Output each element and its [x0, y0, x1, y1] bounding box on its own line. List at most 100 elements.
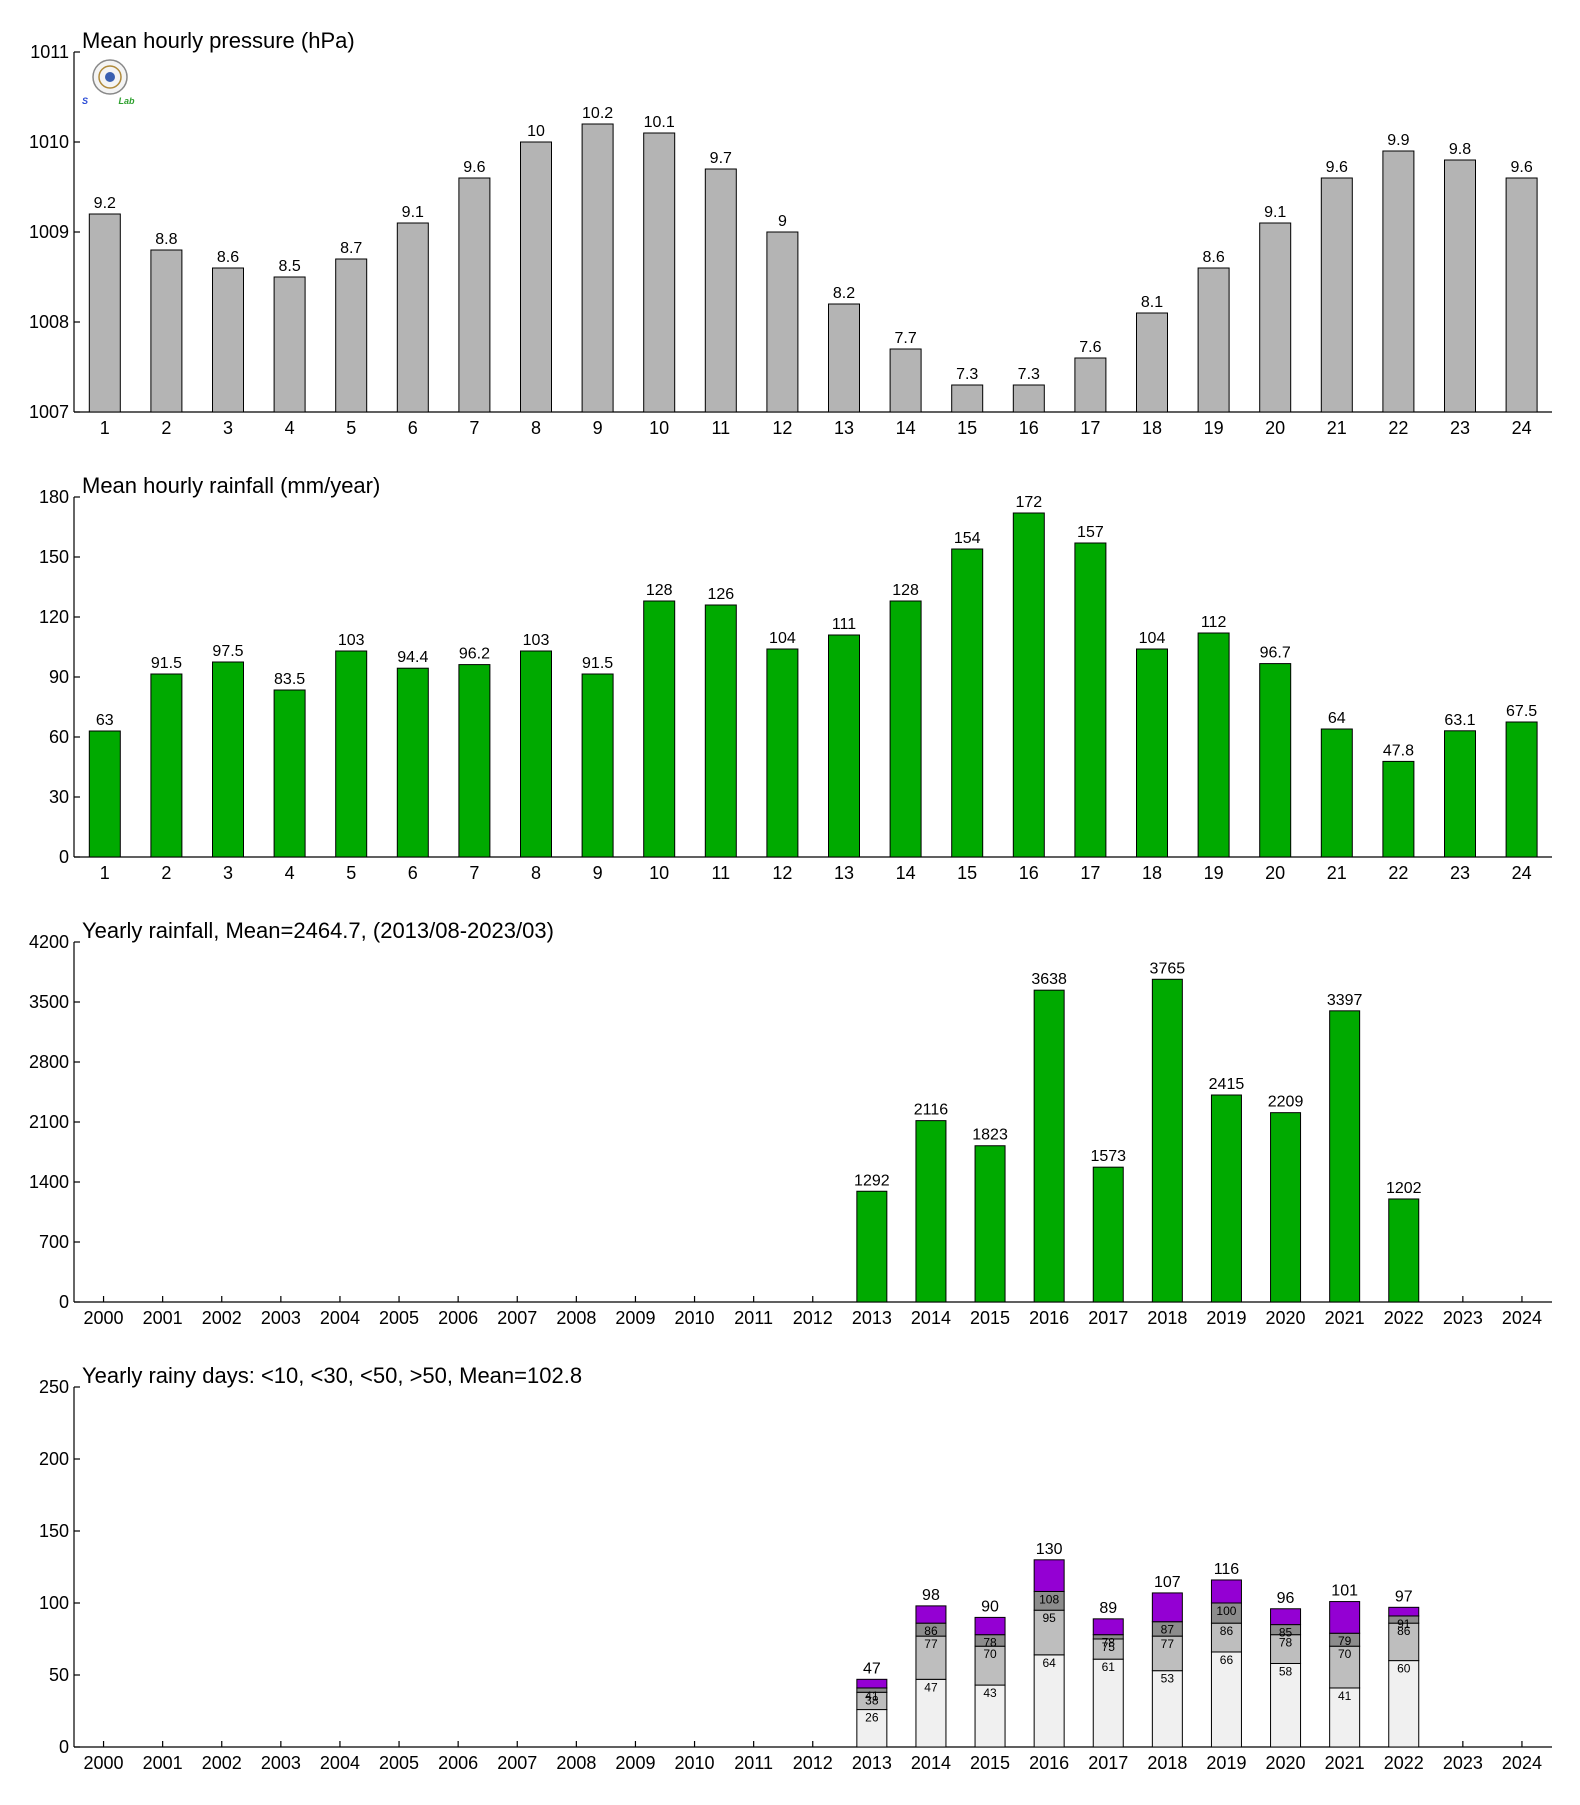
pressure-x-tick-label: 16 — [1019, 418, 1039, 438]
hourly_rain-y-tick-label: 60 — [49, 727, 69, 747]
yearly_rain-x-tick-label: 2018 — [1147, 1308, 1187, 1328]
yearly_rain-bar — [1270, 1112, 1302, 1303]
rainy_days-segment-lt10 — [974, 1684, 1006, 1748]
hourly_rain-data-label: 63 — [96, 712, 114, 729]
rainy_days-segment-label-lt10: 64 — [1042, 1656, 1056, 1670]
pressure-bar — [1382, 150, 1415, 413]
rainy_days-x-tick-label: 2022 — [1384, 1753, 1424, 1773]
hourly_rain-bar — [951, 548, 984, 858]
rainy_days-total-label: 96 — [1277, 1590, 1295, 1607]
rainy_days-segment-label-lt50: 86 — [924, 1624, 938, 1638]
rainy_days-segment-total — [856, 1678, 888, 1689]
rainy_days-segment-total — [1151, 1592, 1183, 1623]
pressure-bar — [951, 384, 984, 413]
hourly_rain-x-tick-label: 7 — [469, 863, 479, 883]
hourly_rain-x-tick-label: 10 — [649, 863, 669, 883]
pressure-x-tick-label: 19 — [1204, 418, 1224, 438]
pressure-data-label: 9.6 — [1326, 159, 1348, 176]
pressure-data-label: 10.2 — [582, 105, 613, 122]
rainy_days-total-label: 98 — [922, 1587, 940, 1604]
hourly_rain-data-label: 96.2 — [459, 646, 490, 663]
rainy_days-segment-lt30 — [1270, 1634, 1302, 1664]
yearly_rain-x-tick-label: 2014 — [911, 1308, 951, 1328]
hourly_rain-data-label: 91.5 — [151, 655, 182, 672]
rainy_days-x-tick-label: 2020 — [1266, 1753, 1306, 1773]
rainy_days-segment-label-lt50: 91 — [1397, 1617, 1411, 1631]
rainy_days-x-tick-label: 2016 — [1029, 1753, 1069, 1773]
pressure-y-tick-label: 1009 — [29, 222, 69, 242]
hourly_rain-bar — [1320, 728, 1353, 858]
rainy_days-segment-lt30 — [1210, 1622, 1242, 1653]
yearly_rain-x-tick-label: 2023 — [1443, 1308, 1483, 1328]
pressure-x-tick-label: 3 — [223, 418, 233, 438]
rainy_days-segment-label-lt10: 61 — [1102, 1660, 1116, 1674]
hourly_rain-x-tick-label: 1 — [100, 863, 110, 883]
pressure-x-tick-label: 4 — [285, 418, 295, 438]
yearly_rain-data-label: 3765 — [1150, 960, 1186, 977]
rainy_days-x-tick-label: 2001 — [143, 1753, 183, 1773]
hourly_rain-x-tick-label: 2 — [161, 863, 171, 883]
hourly_rain-data-label: 94.4 — [397, 649, 428, 666]
pressure-y-tick-label: 1008 — [29, 312, 69, 332]
rainy_days-y-tick-label: 50 — [49, 1665, 69, 1685]
rainy_days-segment-lt10 — [1388, 1660, 1420, 1748]
hourly_rain-data-label: 128 — [892, 582, 919, 599]
rainy_days-x-tick-label: 2004 — [320, 1753, 360, 1773]
rainy_days-segment-label-lt10: 58 — [1279, 1664, 1293, 1678]
rainy_days-segment-label-lt30: 86 — [1397, 1624, 1411, 1638]
hourly_rain-bar — [273, 689, 306, 858]
hourly_rain-data-label: 47.8 — [1383, 742, 1414, 759]
hourly_rain-x-tick-label: 19 — [1204, 863, 1224, 883]
pressure-x-tick-label: 10 — [649, 418, 669, 438]
yearly_rain-title: Yearly rainfall, Mean=2464.7, (2013/08-2… — [82, 918, 554, 943]
hourly_rain-bar — [458, 664, 491, 858]
pressure-data-label: 9.8 — [1449, 141, 1471, 158]
rainy_days-x-tick-label: 2012 — [793, 1753, 833, 1773]
pressure-x-tick-label: 9 — [593, 418, 603, 438]
pressure-data-label: 9.1 — [1264, 204, 1286, 221]
yearly_rain-x-tick-label: 2021 — [1325, 1308, 1365, 1328]
rainy_days-y-tick-label: 0 — [59, 1737, 69, 1757]
rainy_days-segment-lt30 — [1329, 1645, 1361, 1689]
pressure-bar — [273, 276, 306, 413]
hourly_rain-bar — [1444, 730, 1476, 858]
rainy_days-segment-total — [915, 1605, 947, 1624]
pressure-data-label: 9.1 — [402, 204, 424, 221]
svg-text:S Lab: S Lab — [82, 96, 135, 106]
yearly_rain-bar — [1388, 1198, 1420, 1303]
yearly_rain-y-tick-label: 1400 — [29, 1172, 69, 1192]
hourly_rain-data-label: 67.5 — [1506, 703, 1537, 720]
hourly_rain-y-tick-label: 120 — [39, 607, 69, 627]
hourly_rain-x-tick-label: 6 — [408, 863, 418, 883]
rainy_days-total-label: 90 — [981, 1598, 999, 1615]
hourly_rain-data-label: 96.7 — [1260, 645, 1291, 662]
yearly_rain-bar — [1092, 1166, 1124, 1303]
rainy_days-segment-lt10 — [856, 1709, 888, 1748]
pressure-x-tick-label: 15 — [957, 418, 977, 438]
pressure-bar — [458, 177, 491, 413]
hourly_rain-bar — [581, 673, 614, 858]
pressure-x-tick-label: 1 — [100, 418, 110, 438]
hourly_rain-data-label: 104 — [1139, 630, 1166, 647]
rainy_days-segment-total — [974, 1616, 1006, 1636]
pressure-bar — [889, 348, 922, 413]
pressure-data-label: 9.2 — [94, 195, 116, 212]
hourly_rain-data-label: 91.5 — [582, 655, 613, 672]
rainy_days-segment-label-lt50: 87 — [1161, 1623, 1175, 1637]
rainy_days-x-tick-label: 2006 — [438, 1753, 478, 1773]
yearly_rain-y-tick-label: 2100 — [29, 1112, 69, 1132]
pressure-data-label: 8.2 — [833, 285, 855, 302]
pressure-data-label: 8.7 — [340, 240, 362, 257]
hourly_rain-bar — [1259, 663, 1292, 858]
pressure-bar — [1505, 177, 1538, 413]
rainy_days-segment-label-lt50: 79 — [1338, 1634, 1352, 1648]
rainy_days-segment-label-lt10: 47 — [924, 1680, 938, 1694]
hourly_rain-y-tick-label: 0 — [59, 847, 69, 867]
hourly_rain-title: Mean hourly rainfall (mm/year) — [82, 473, 380, 498]
hourly_rain-bar — [1012, 512, 1045, 858]
rainy_days-segment-label-lt30: 77 — [1161, 1637, 1175, 1651]
hourly_rain-x-tick-label: 4 — [285, 863, 295, 883]
yearly_rain-x-tick-label: 2012 — [793, 1308, 833, 1328]
pressure-bar — [1074, 357, 1107, 413]
hourly_rain-x-tick-label: 8 — [531, 863, 541, 883]
